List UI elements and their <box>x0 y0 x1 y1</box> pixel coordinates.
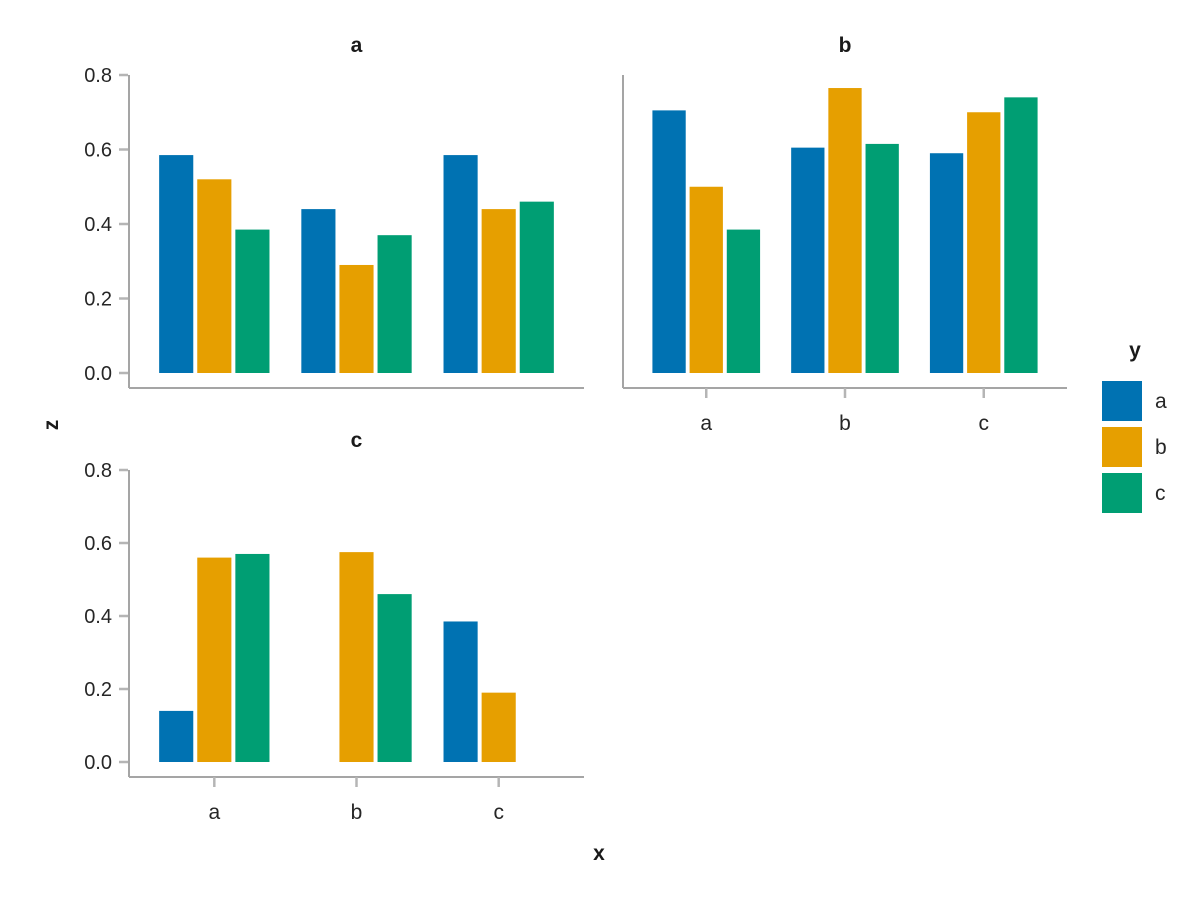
x-tick-label-b-b: b <box>839 412 851 435</box>
legend-swatch-b <box>1102 427 1142 467</box>
legend-swatch-c <box>1102 473 1142 513</box>
bar-b-a-c <box>726 229 761 373</box>
x-tick-label-b-a: a <box>700 412 712 435</box>
legend-title: y <box>1129 339 1141 362</box>
y-tick-label-c-0.8: 0.8 <box>84 460 112 482</box>
y-tick-label-c-0.4: 0.4 <box>84 606 112 628</box>
y-tick-label-c-0.6: 0.6 <box>84 533 112 555</box>
bar-a-a-b <box>197 179 232 373</box>
legend-item-c: c <box>1102 473 1192 513</box>
bar-c-b-c <box>377 594 412 762</box>
bar-b-c-c <box>1004 97 1038 373</box>
bar-a-a-c <box>235 229 270 373</box>
y-tick-label-a-0.6: 0.6 <box>84 140 112 162</box>
bar-c-c-b <box>481 692 516 762</box>
bar-b-b-b <box>828 88 862 373</box>
bar-c-c-a <box>443 621 478 762</box>
bar-c-a-a <box>159 710 194 762</box>
facet-title-b: b <box>838 34 852 57</box>
y-axis-title: z <box>39 419 63 431</box>
bar-b-c-b <box>967 112 1001 373</box>
bar-a-c-b <box>481 209 516 373</box>
bar-c-a-c <box>235 553 270 762</box>
x-tick-label-c-c: c <box>493 801 504 824</box>
bar-a-b-a <box>301 209 336 373</box>
x-tick-label-b-c: c <box>979 412 990 435</box>
bar-b-a-b <box>689 186 723 373</box>
legend: y a b c <box>1102 339 1192 519</box>
legend-label-c: c <box>1155 481 1166 505</box>
bar-a-c-c <box>519 201 554 373</box>
bar-a-b-c <box>377 235 412 373</box>
y-tick-label-c-0.0: 0.0 <box>84 752 112 774</box>
bar-b-b-a <box>791 147 825 373</box>
legend-item-a: a <box>1102 381 1192 421</box>
bar-c-b-b <box>339 552 374 762</box>
x-tick-label-c-a: a <box>208 801 220 824</box>
bar-a-c-a <box>443 155 478 373</box>
bar-b-a-a <box>652 110 686 373</box>
x-tick-label-c-b: b <box>351 801 363 824</box>
legend-label-a: a <box>1155 389 1167 413</box>
y-tick-label-a-0.0: 0.0 <box>84 363 112 385</box>
y-tick-label-a-0.8: 0.8 <box>84 65 112 87</box>
facet-title-c: c <box>350 429 363 452</box>
bar-a-b-b <box>339 264 374 373</box>
y-tick-label-a-0.2: 0.2 <box>84 289 112 311</box>
bar-b-b-c <box>865 143 899 373</box>
bar-a-a-a <box>159 155 194 373</box>
facet-title-a: a <box>350 34 363 57</box>
legend-swatch-a <box>1102 381 1142 421</box>
bar-b-c-a <box>929 153 964 373</box>
bar-c-a-b <box>197 557 232 762</box>
y-tick-label-a-0.4: 0.4 <box>84 214 112 236</box>
legend-item-b: b <box>1102 427 1192 467</box>
y-tick-label-c-0.2: 0.2 <box>84 679 112 701</box>
legend-label-b: b <box>1155 435 1167 459</box>
x-axis-title: x <box>593 841 605 865</box>
